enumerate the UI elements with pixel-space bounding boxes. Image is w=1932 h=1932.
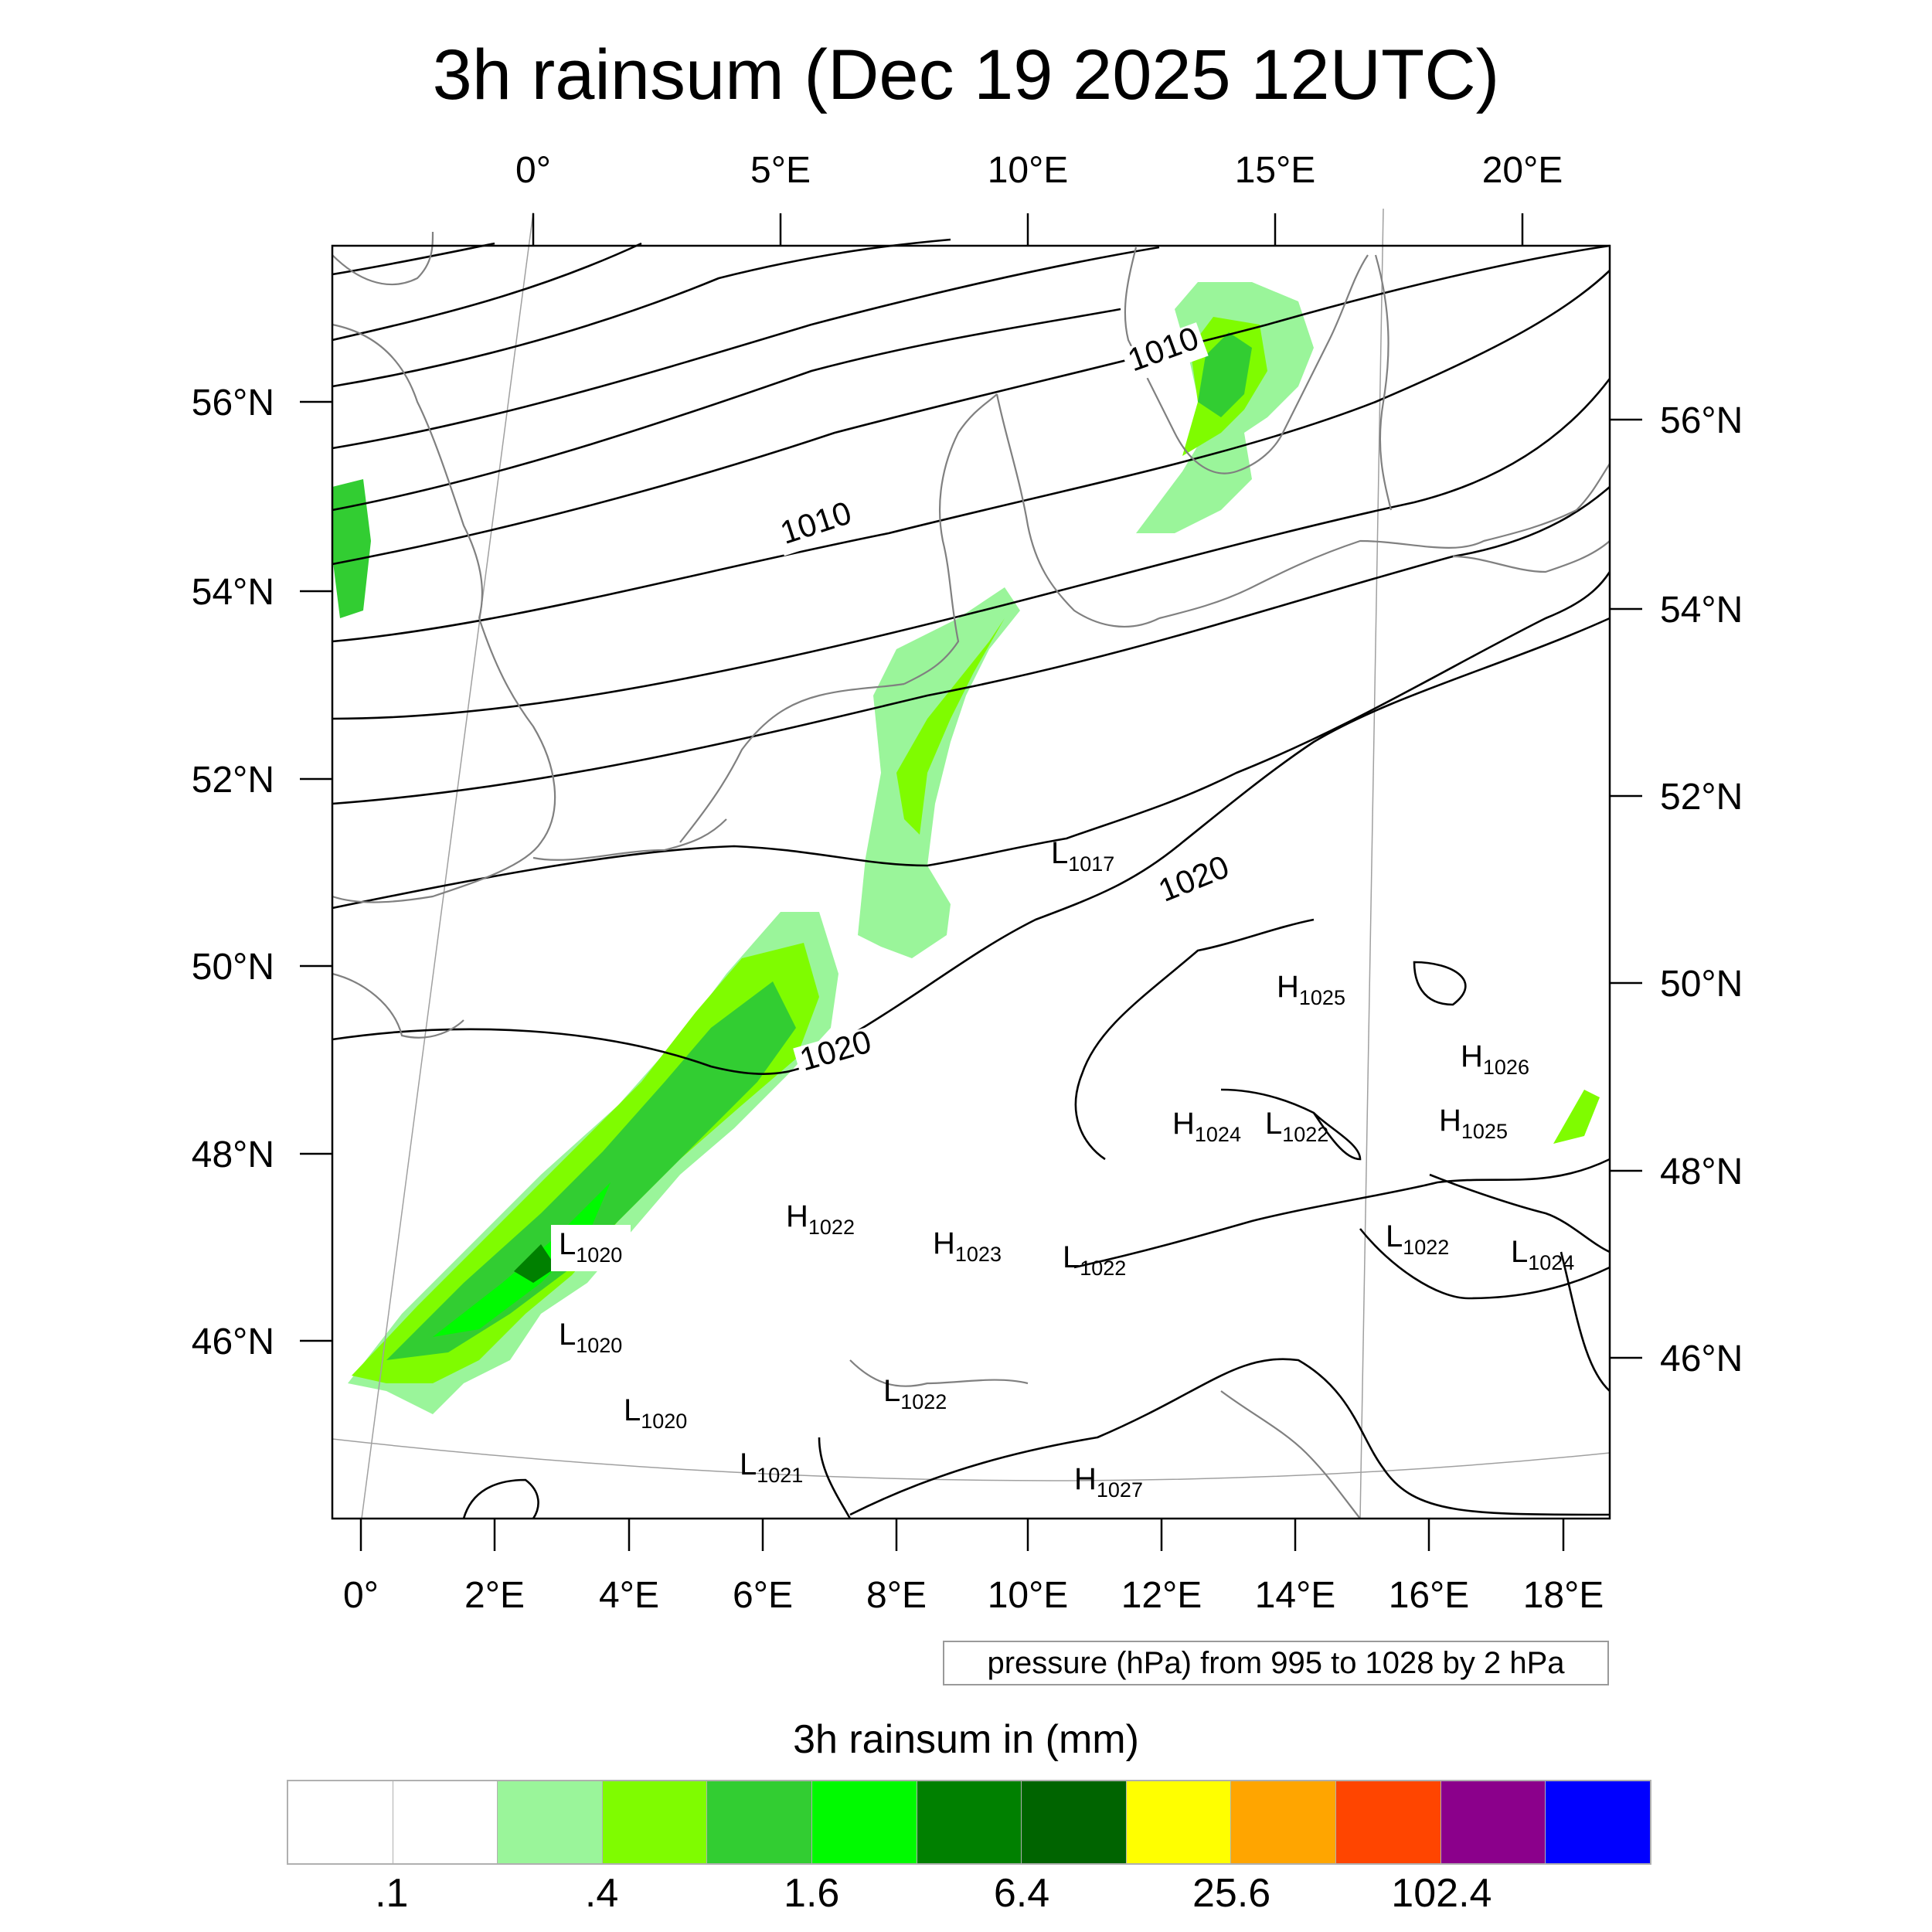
colorbar-label: 102.4 xyxy=(1391,1871,1492,1916)
left-lat-label: 46°N xyxy=(192,1321,274,1362)
rain-area-east-edge xyxy=(1553,1090,1600,1144)
pressure-center-label: L1021 xyxy=(740,1447,803,1487)
bottom-lon-label: 16°E xyxy=(1389,1575,1470,1616)
bottom-lon-label: 10°E xyxy=(988,1575,1069,1616)
bottom-lon-label: 12°E xyxy=(1121,1575,1202,1616)
bottom-lon-label: 8°E xyxy=(866,1575,927,1616)
pressure-center-label: H1024 xyxy=(1172,1107,1241,1146)
right-lat-label: 56°N xyxy=(1660,400,1743,441)
pressure-center-label: H1025 xyxy=(1439,1104,1508,1143)
coastlines xyxy=(332,231,1611,1519)
pressure-center-label: H1023 xyxy=(933,1226,1002,1266)
pressure-center-label: L1022 xyxy=(1386,1219,1449,1259)
rain-area-southwest-mid xyxy=(386,981,796,1360)
pressure-center-label: H1027 xyxy=(1074,1462,1143,1502)
rain-area-corridor-green xyxy=(896,618,1005,835)
rain-area-corridor xyxy=(858,587,1020,958)
colorbar-box xyxy=(707,1781,813,1863)
isobars xyxy=(332,238,1611,1519)
pressure-center-label: L1024 xyxy=(1511,1235,1574,1274)
top-lon-label: 10°E xyxy=(988,150,1069,191)
precipitation-fields xyxy=(332,282,1600,1414)
left-latitude-labels: 56°N 54°N 52°N 50°N 48°N 46°N xyxy=(192,383,274,1362)
pressure-center-label: L1020 xyxy=(559,1227,622,1267)
pressure-center-label: L1022 xyxy=(883,1374,947,1413)
colorbar-box xyxy=(1546,1781,1650,1863)
colorbar-label: 25.6 xyxy=(1192,1871,1271,1916)
top-lon-label: 15°E xyxy=(1235,150,1316,191)
right-lat-label: 54°N xyxy=(1660,590,1743,631)
contour-info-box: pressure (hPa) from 995 to 1028 by 2 hPa xyxy=(943,1641,1609,1685)
pressure-center-label: L1017 xyxy=(1051,836,1114,876)
bottom-longitude-labels: 0° 2°E 4°E 6°E 8°E 10°E 12°E 14°E 16°E 1… xyxy=(343,1575,1604,1616)
pressure-center-label: L1022 xyxy=(1063,1240,1126,1280)
colorbar-label: .4 xyxy=(584,1871,619,1916)
colorbar-box xyxy=(1022,1781,1127,1863)
rain-area-west-edge xyxy=(332,479,371,618)
right-lat-label: 50°N xyxy=(1660,964,1743,1005)
left-lat-label: 50°N xyxy=(192,947,274,988)
left-lat-label: 48°N xyxy=(192,1134,274,1175)
colorbar-box xyxy=(1336,1781,1441,1863)
rain-area-southwest-dark xyxy=(514,1244,556,1283)
top-lon-label: 5°E xyxy=(750,150,811,191)
axis-ticks xyxy=(300,213,1642,1551)
colorbar xyxy=(287,1780,1651,1865)
colorbar-box xyxy=(288,1781,393,1863)
colorbar-box xyxy=(917,1781,1022,1863)
bottom-lon-label: 4°E xyxy=(599,1575,659,1616)
top-lon-label: 0° xyxy=(515,150,551,191)
colorbar-box xyxy=(812,1781,917,1863)
right-lat-label: 46°N xyxy=(1660,1338,1743,1379)
colorbar-box xyxy=(498,1781,603,1863)
colorbar-box xyxy=(1126,1781,1232,1863)
pressure-center-label: L1020 xyxy=(559,1318,622,1357)
bottom-lon-label: 0° xyxy=(343,1575,379,1616)
colorbar-box xyxy=(1440,1781,1546,1863)
colorbar-box xyxy=(1231,1781,1337,1863)
bottom-lon-label: 18°E xyxy=(1523,1575,1604,1616)
colorbar-label: .1 xyxy=(375,1871,409,1916)
colorbar-label: 6.4 xyxy=(993,1871,1050,1916)
top-lon-label: 20°E xyxy=(1482,150,1563,191)
pressure-center-label: H1022 xyxy=(786,1199,855,1239)
colorbar-labels: .1 .4 1.6 6.4 25.6 102.4 xyxy=(287,1870,1651,1924)
left-lat-label: 52°N xyxy=(192,760,274,801)
pressure-center-label: H1025 xyxy=(1277,970,1345,1009)
pressure-center-label: L1020 xyxy=(624,1393,687,1433)
map-title: 3h rainsum (Dec 19 2025 12UTC) xyxy=(432,36,1500,114)
top-longitude-labels: 0° 5°E 10°E 15°E 20°E xyxy=(515,150,1563,191)
left-lat-label: 54°N xyxy=(192,572,274,613)
right-lat-label: 52°N xyxy=(1660,777,1743,818)
legend-title: 3h rainsum in (mm) xyxy=(793,1717,1139,1762)
left-lat-label: 56°N xyxy=(192,383,274,423)
graticule xyxy=(332,208,1611,1519)
colorbar-box xyxy=(602,1781,708,1863)
bottom-lon-label: 2°E xyxy=(464,1575,525,1616)
colorbar-label: 1.6 xyxy=(784,1871,840,1916)
right-lat-label: 48°N xyxy=(1660,1151,1743,1192)
map-frame xyxy=(331,244,1611,1520)
bottom-lon-label: 14°E xyxy=(1255,1575,1336,1616)
pressure-centers: L1017 H1025 H1026 H1024 L1022 H1025 H102… xyxy=(551,836,1574,1502)
pressure-center-label: H1026 xyxy=(1461,1039,1529,1079)
right-latitude-labels: 56°N 54°N 52°N 50°N 48°N 46°N xyxy=(1660,400,1743,1379)
rain-area-sweden-mid xyxy=(1198,332,1252,417)
colorbar-box xyxy=(393,1781,498,1863)
pressure-center-label: L1022 xyxy=(1265,1107,1328,1146)
bottom-lon-label: 6°E xyxy=(733,1575,793,1616)
